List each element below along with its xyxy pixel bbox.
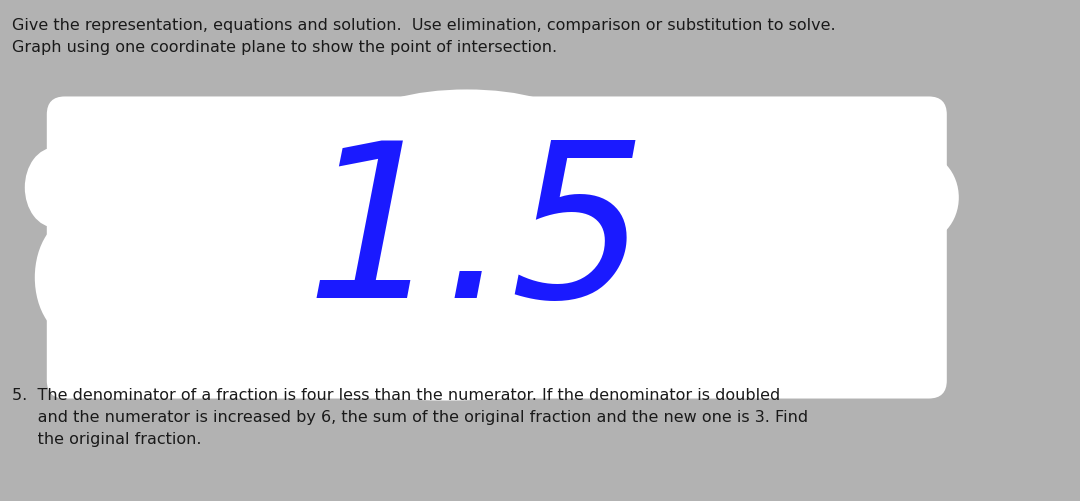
Ellipse shape — [367, 90, 567, 150]
Text: 5.  The denominator of a fraction is four less than the numerator. If the denomi: 5. The denominator of a fraction is four… — [12, 387, 780, 402]
Text: Graph using one coordinate plane to show the point of intersection.: Graph using one coordinate plane to show… — [12, 40, 557, 55]
FancyBboxPatch shape — [46, 97, 947, 399]
Ellipse shape — [879, 153, 959, 243]
Ellipse shape — [35, 218, 114, 338]
Text: 1.5: 1.5 — [306, 134, 648, 342]
Text: Give the representation, equations and solution.  Use elimination, comparison or: Give the representation, equations and s… — [12, 18, 836, 33]
Text: and the numerator is increased by 6, the sum of the original fraction and the ne: and the numerator is increased by 6, the… — [12, 409, 808, 424]
Ellipse shape — [297, 351, 597, 401]
Text: the original fraction.: the original fraction. — [12, 431, 202, 446]
Ellipse shape — [25, 148, 85, 228]
